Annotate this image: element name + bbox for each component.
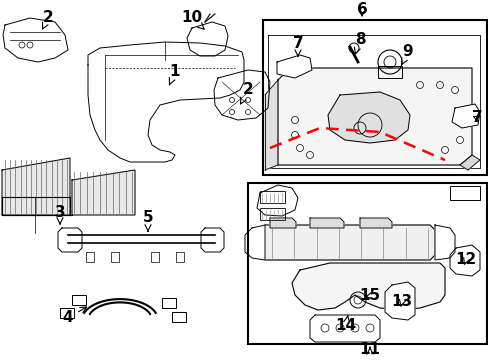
Polygon shape	[384, 282, 414, 320]
Polygon shape	[260, 225, 434, 260]
Text: 2: 2	[240, 82, 253, 104]
Bar	[111, 252, 119, 262]
Polygon shape	[451, 104, 479, 128]
Polygon shape	[88, 42, 244, 162]
Bar	[377, 66, 401, 78]
Bar	[449, 186, 479, 200]
Polygon shape	[244, 225, 264, 260]
Polygon shape	[257, 185, 297, 216]
Bar	[72, 295, 86, 305]
Polygon shape	[267, 35, 479, 168]
Bar	[260, 208, 285, 220]
Text: 4: 4	[62, 307, 86, 325]
Bar	[247, 183, 486, 344]
Bar	[162, 298, 176, 308]
Polygon shape	[3, 18, 68, 62]
Text: 7: 7	[292, 36, 303, 56]
Bar	[86, 252, 94, 262]
Text: 5: 5	[142, 211, 153, 231]
Polygon shape	[201, 228, 224, 252]
Polygon shape	[327, 92, 409, 143]
Polygon shape	[72, 170, 135, 215]
Text: 8: 8	[354, 32, 365, 54]
Text: 13: 13	[390, 294, 412, 310]
Polygon shape	[269, 218, 295, 228]
Text: 9: 9	[401, 45, 412, 65]
Text: 15: 15	[359, 288, 380, 303]
Bar	[60, 308, 74, 318]
Polygon shape	[278, 68, 471, 165]
Polygon shape	[2, 158, 70, 215]
Text: 14: 14	[335, 316, 356, 333]
Polygon shape	[214, 70, 269, 120]
Polygon shape	[186, 22, 227, 56]
Polygon shape	[309, 218, 343, 228]
Bar	[151, 252, 159, 262]
Polygon shape	[276, 55, 311, 78]
Polygon shape	[459, 155, 479, 170]
Text: 6: 6	[356, 3, 366, 18]
Polygon shape	[449, 245, 479, 276]
Polygon shape	[58, 228, 82, 252]
Text: 3: 3	[55, 206, 65, 224]
Bar	[263, 20, 486, 175]
Polygon shape	[264, 80, 278, 170]
Text: 1: 1	[169, 64, 180, 85]
Polygon shape	[309, 315, 379, 342]
Bar	[172, 312, 185, 322]
Text: 7: 7	[471, 111, 481, 126]
Bar	[260, 191, 285, 203]
Polygon shape	[359, 218, 391, 228]
Text: 10: 10	[181, 10, 203, 29]
Bar	[176, 252, 183, 262]
Polygon shape	[434, 225, 454, 260]
Polygon shape	[291, 263, 444, 310]
Bar	[2, 197, 70, 215]
Text: 2: 2	[42, 10, 53, 29]
Text: 12: 12	[454, 252, 476, 267]
Text: 11: 11	[359, 342, 380, 357]
